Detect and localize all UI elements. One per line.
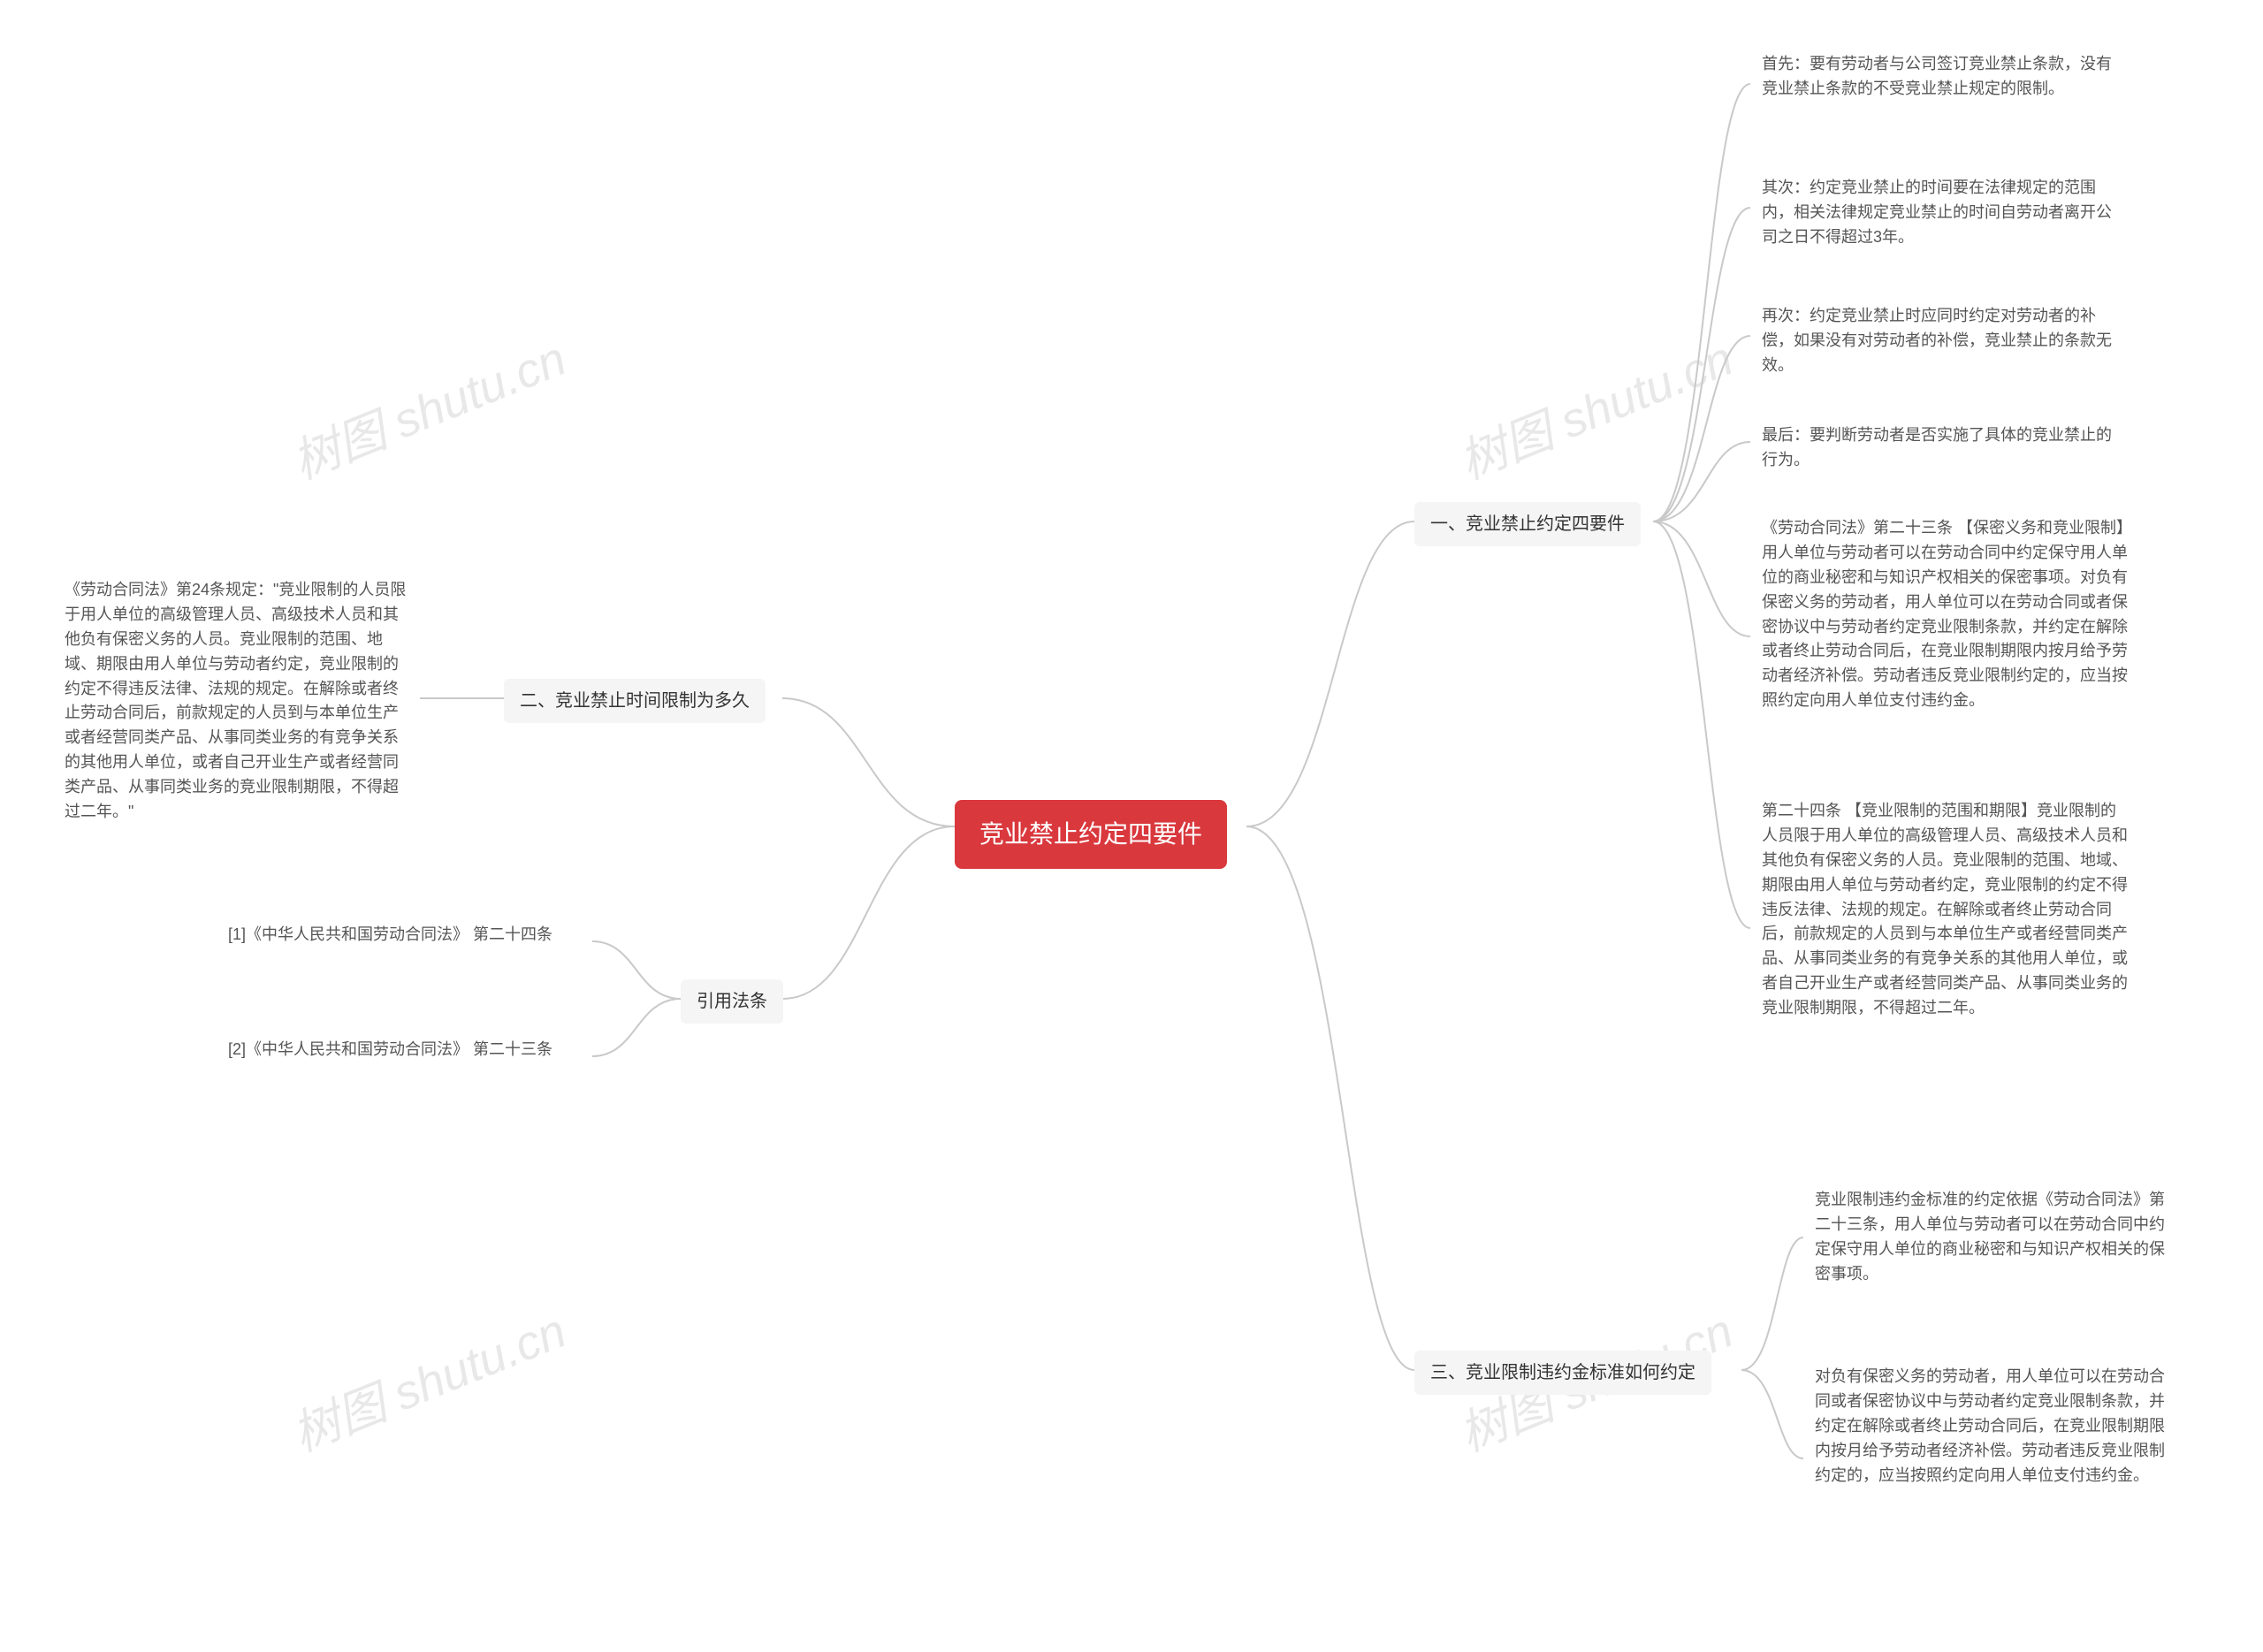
leaf: 竞业限制违约金标准的约定依据《劳动合同法》第二十三条，用人单位与劳动者可以在劳动… [1808, 1184, 2179, 1290]
leaf: 对负有保密义务的劳动者，用人单位可以在劳动合同或者保密协议中与劳动者约定竞业限制… [1808, 1361, 2179, 1491]
branch-left-1[interactable]: 二、竞业禁止时间限制为多久 [504, 679, 766, 723]
watermark: 树图 shutu.cn [280, 320, 575, 493]
branch-right-1[interactable]: 一、竞业禁止约定四要件 [1414, 502, 1641, 546]
leaf: [2]《中华人民共和国劳动合同法》 第二十三条 [221, 1034, 592, 1066]
leaf: [1]《中华人民共和国劳动合同法》 第二十四条 [221, 919, 592, 951]
leaf: 最后：要判断劳动者是否实施了具体的竞业禁止的行为。 [1755, 420, 2126, 476]
leaf: 其次：约定竞业禁止的时间要在法律规定的范围内，相关法律规定竞业禁止的时间自劳动者… [1755, 172, 2126, 254]
leaf: 《劳动合同法》第24条规定："竞业限制的人员限于用人单位的高级管理人员、高级技术… [57, 575, 420, 828]
branch-right-2[interactable]: 三、竞业限制违约金标准如何约定 [1414, 1351, 1711, 1395]
leaf: 再次：约定竞业禁止时应同时约定对劳动者的补偿，如果没有对劳动者的补偿，竞业禁止的… [1755, 301, 2126, 382]
root-node[interactable]: 竞业禁止约定四要件 [955, 800, 1227, 869]
leaf: 首先：要有劳动者与公司签订竞业禁止条款，没有竞业禁止条款的不受竞业禁止规定的限制… [1755, 49, 2126, 105]
branch-left-2[interactable]: 引用法条 [681, 979, 783, 1024]
watermark: 树图 shutu.cn [1447, 320, 1741, 493]
watermark: 树图 shutu.cn [280, 1292, 575, 1465]
leaf: 《劳动合同法》第二十三条 【保密义务和竞业限制】用人单位与劳动者可以在劳动合同中… [1755, 513, 2135, 717]
leaf: 第二十四条 【竞业限制的范围和期限】竞业限制的人员限于用人单位的高级管理人员、高… [1755, 796, 2135, 1024]
